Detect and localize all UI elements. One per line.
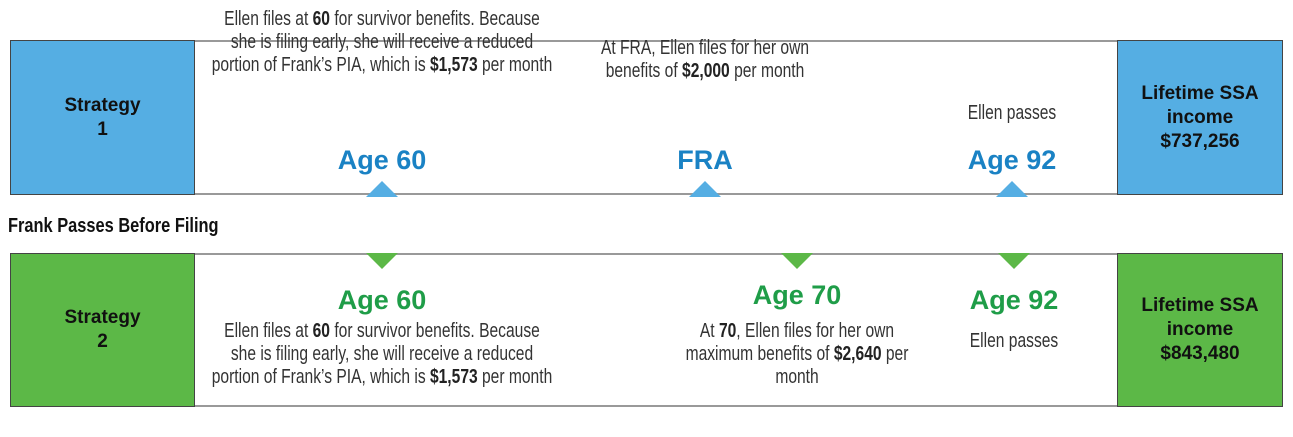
pointer: [366, 253, 398, 269]
description-part: At FRA, Ellen files for her own benefits…: [600, 37, 810, 82]
description-part: At: [699, 320, 719, 342]
event-marker: Age 92: [969, 285, 1059, 315]
event-marker: Age 92: [967, 145, 1057, 175]
description-part: 70: [718, 320, 737, 342]
description-part: per month: [477, 366, 553, 388]
description-part: $1,573: [429, 54, 478, 76]
description-part: for survivor benefits. Because she is fi…: [211, 320, 540, 388]
result-amount: $843,480: [1160, 343, 1240, 364]
description-part: Ellen files at: [224, 320, 313, 342]
pointer: [781, 253, 813, 269]
strategy-label: Strategy 2: [64, 307, 141, 352]
description-part: $2,000: [682, 60, 730, 82]
description-part: per month: [477, 54, 553, 76]
description-part: $2,640: [833, 343, 882, 365]
description-part: $1,573: [429, 366, 478, 388]
description-part: Ellen passes: [969, 330, 1059, 352]
strategy-box: Strategy 1: [10, 40, 195, 195]
event-description: At 70, Ellen files for her own maximum b…: [680, 320, 914, 389]
pointer: [996, 181, 1028, 197]
pointer: [998, 253, 1030, 269]
description-part: Ellen passes: [967, 102, 1057, 124]
description-part: 60: [312, 320, 330, 342]
timeline: [195, 40, 1117, 195]
event-description: At FRA, Ellen files for her own benefits…: [588, 37, 822, 83]
strategy-label: Strategy 1: [64, 94, 141, 140]
description-part: 60: [312, 8, 330, 30]
event-marker: Age 60: [337, 145, 427, 175]
result-label: Lifetime SSA income: [1141, 295, 1259, 340]
result-box: Lifetime SSA income $737,256: [1117, 40, 1283, 195]
event-description: Ellen passes: [897, 330, 1131, 353]
pointer: [689, 181, 721, 197]
pointer: [366, 181, 398, 197]
event-description: Ellen passes: [895, 102, 1129, 125]
event-description: Ellen files at 60 for survivor benefits.…: [210, 8, 553, 77]
event-marker: Age 60: [337, 285, 427, 315]
description-part: Ellen files at: [224, 8, 313, 30]
result-label: Lifetime SSA income: [1141, 82, 1259, 128]
result-amount: $737,256: [1160, 130, 1240, 152]
description-part: for survivor benefits. Because she is fi…: [211, 8, 540, 76]
strategy-box: Strategy 2: [10, 253, 195, 407]
description-part: per month: [729, 60, 805, 82]
event-marker: Age 70: [752, 280, 842, 310]
heading: Frank Passes Before Filing: [8, 215, 219, 237]
event-description: Ellen files at 60 for survivor benefits.…: [210, 320, 553, 389]
description-part: , Ellen files for her own maximum benefi…: [685, 320, 895, 365]
timeline: [195, 253, 1117, 407]
event-marker: FRA: [677, 145, 733, 175]
description-part: per month: [775, 343, 909, 388]
result-box: Lifetime SSA income $843,480: [1117, 253, 1283, 407]
